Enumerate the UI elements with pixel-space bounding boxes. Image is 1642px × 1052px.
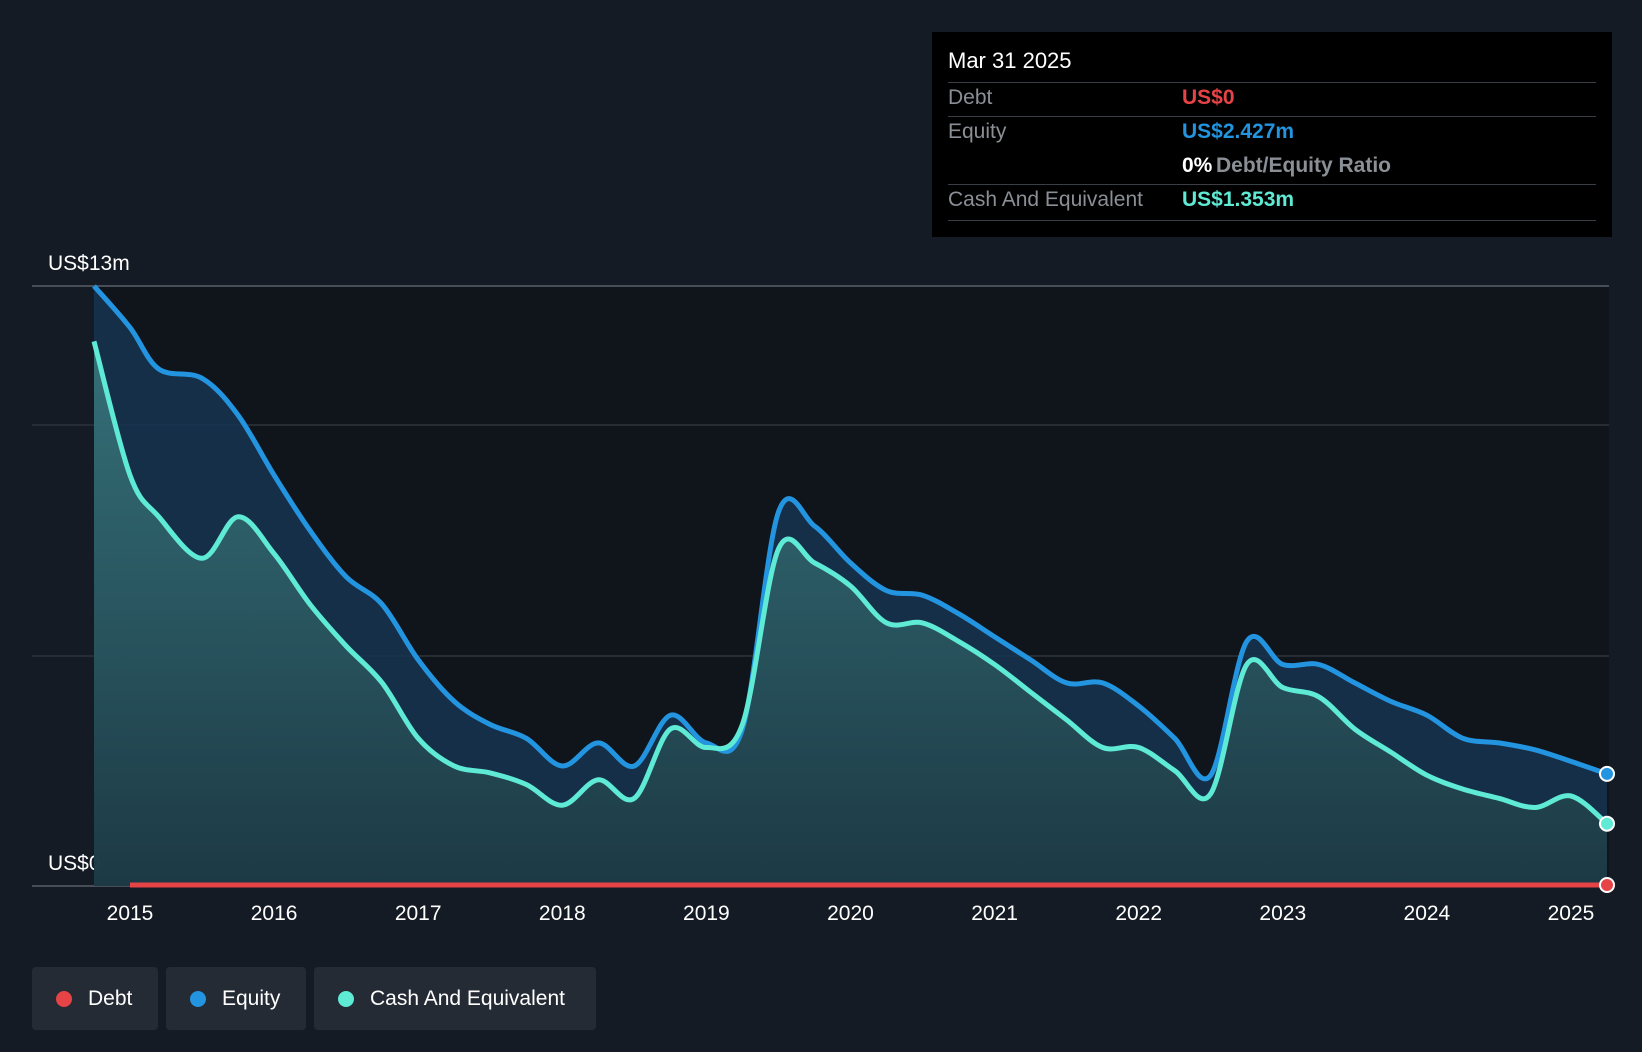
equity-end-point <box>1599 765 1615 782</box>
tooltip-cash-label: Cash And Equivalent <box>948 188 1143 211</box>
divider <box>948 220 1596 221</box>
x-tick-label: 2019 <box>683 902 730 925</box>
tooltip-ratio-label: Debt/Equity Ratio <box>1216 154 1392 177</box>
divider <box>948 184 1596 185</box>
legend-cash-label: Cash And Equivalent <box>370 986 565 1010</box>
cash-end-point <box>1599 815 1615 832</box>
tooltip-equity-value: US$2.427m <box>1182 120 1295 143</box>
cash-line <box>91 340 1609 826</box>
x-tick-label: 2021 <box>971 902 1018 925</box>
x-tick-label: 2018 <box>539 902 586 925</box>
x-tick-label: 2024 <box>1404 902 1451 925</box>
x-tick-label: 2015 <box>107 902 154 925</box>
legend-item-cash[interactable]: Cash And Equivalent <box>314 967 596 1030</box>
divider <box>948 82 1596 83</box>
legend-item-equity[interactable]: Equity <box>166 967 306 1030</box>
tooltip-debt-label: Debt <box>948 86 993 109</box>
cash-area <box>94 341 1607 886</box>
debt-dot-icon <box>56 990 72 1007</box>
x-tick-label: 2023 <box>1259 902 1306 925</box>
y-bottom-label: US$0 <box>48 852 101 875</box>
equity-dot-icon <box>190 990 206 1007</box>
x-tick-label: 2020 <box>827 902 874 925</box>
x-tick-label: 2025 <box>1548 902 1595 925</box>
tooltip-cash-value: US$1.353m <box>1182 188 1295 211</box>
legend-item-debt[interactable]: Debt <box>32 967 158 1030</box>
legend-equity-label: Equity <box>222 986 281 1010</box>
cash-dot-icon <box>338 990 354 1007</box>
tooltip: Mar 31 2025 Debt US$0 Equity US$2.427m 0… <box>932 32 1612 237</box>
tooltip-ratio-value: 0% <box>1182 154 1213 177</box>
x-tick-label: 2016 <box>251 902 298 925</box>
x-tick-label: 2022 <box>1115 902 1162 925</box>
tooltip-date: Mar 31 2025 <box>948 48 1072 73</box>
legend-debt-label: Debt <box>88 986 133 1010</box>
equity-line <box>92 284 1608 782</box>
debt-end-point <box>1599 877 1615 893</box>
divider <box>948 116 1596 117</box>
x-tick-label: 2017 <box>395 902 442 925</box>
tooltip-equity-label: Equity <box>948 120 1007 143</box>
y-top-label: US$13m <box>48 252 130 275</box>
tooltip-debt-value: US$0 <box>1182 86 1235 109</box>
